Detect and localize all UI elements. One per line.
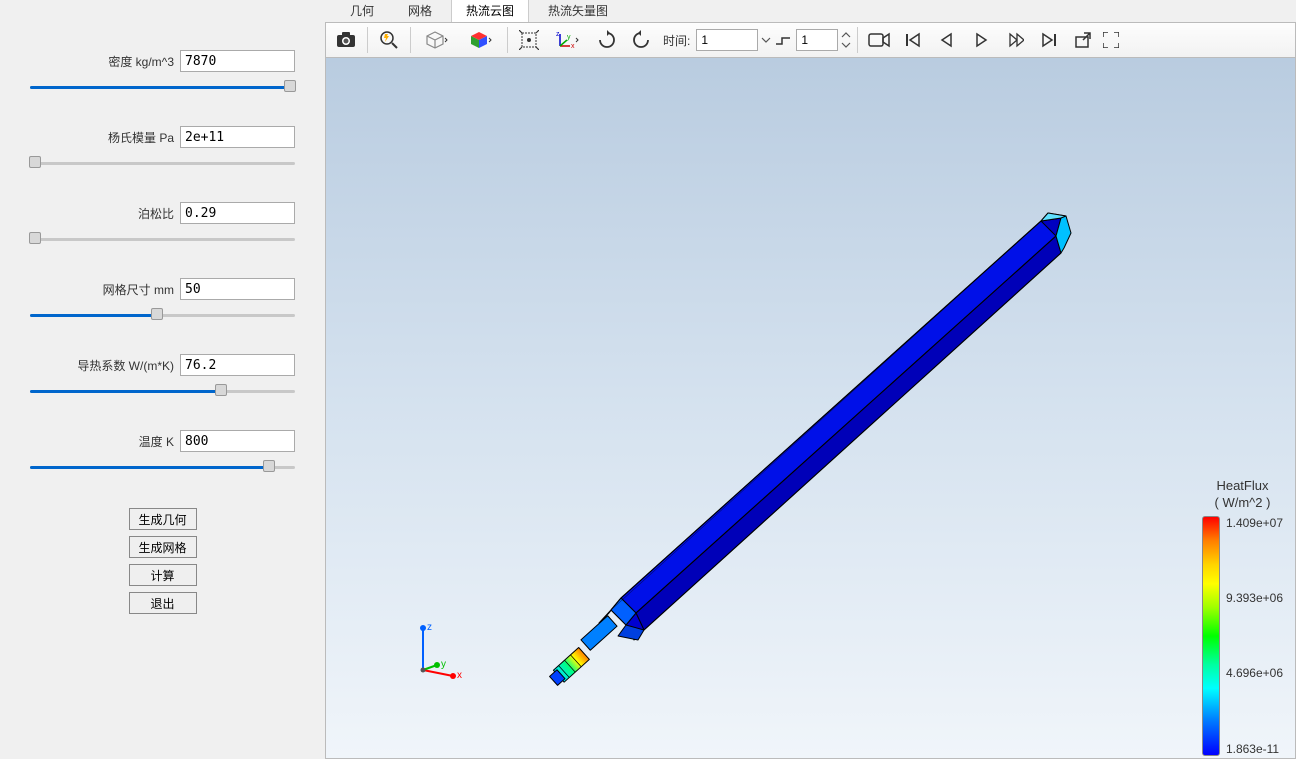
zoom-flash-button[interactable] [373, 25, 405, 55]
3d-viewport[interactable]: xy z HeatFlux ( W/m^2 ) 1.409e+07 9.393e+0… [325, 58, 1296, 759]
svg-text:z: z [427, 622, 432, 633]
legend-tick-3: 1.863e-11 [1226, 742, 1283, 756]
svg-text:y: y [567, 34, 571, 41]
render-style-button[interactable] [460, 25, 502, 55]
main-panel: 几何网格热流云图热流矢量图 xzy 时间: [325, 0, 1296, 759]
color-legend: HeatFlux ( W/m^2 ) 1.409e+07 9.393e+06 4.6… [1202, 478, 1283, 756]
properties-sidebar: 密度 kg/m^3 杨氏模量 Pa 泊松比 网格尺寸 mm 导热系数 W/(m*… [0, 0, 325, 759]
compute-button[interactable]: 计算 [129, 564, 197, 586]
next-frame-button[interactable] [999, 25, 1031, 55]
first-frame-button[interactable] [897, 25, 929, 55]
param-label-2: 泊松比 [138, 205, 174, 222]
transparency-button[interactable] [416, 25, 458, 55]
param-label-1: 杨氏模量 Pa [108, 129, 174, 146]
param-label-3: 网格尺寸 mm [103, 281, 174, 298]
legend-tick-1: 9.393e+06 [1226, 591, 1283, 605]
exit-button[interactable]: 退出 [129, 592, 197, 614]
step-icon [774, 30, 794, 50]
param-label-4: 导热系数 W/(m*K) [77, 357, 174, 374]
tab-3[interactable]: 热流矢量图 [533, 0, 623, 22]
param-input-0[interactable] [180, 50, 295, 72]
svg-text:x: x [571, 43, 575, 50]
legend-colorbar [1202, 516, 1220, 756]
orientation-triad: xy z [411, 622, 471, 682]
param-label-5: 温度 K [139, 433, 174, 450]
view-tabs: 几何网格热流云图热流矢量图 [325, 0, 1296, 22]
param-input-5[interactable] [180, 430, 295, 452]
rotate-cw-button[interactable] [591, 25, 623, 55]
screenshot-button[interactable] [330, 25, 362, 55]
spinner-arrows-icon[interactable] [840, 29, 852, 51]
tab-2[interactable]: 热流云图 [451, 0, 529, 22]
tab-0[interactable]: 几何 [335, 0, 389, 22]
fullscreen-button[interactable] [1101, 25, 1121, 55]
legend-tick-0: 1.409e+07 [1226, 516, 1283, 530]
time-dropdown-arrow-icon[interactable] [760, 29, 772, 51]
svg-text:x: x [457, 670, 462, 681]
export-button[interactable] [1067, 25, 1099, 55]
svg-text:y: y [441, 659, 446, 670]
svg-text:z: z [556, 31, 560, 38]
param-slider-1[interactable] [30, 154, 295, 174]
param-slider-0[interactable] [30, 78, 295, 98]
heatflux-model [326, 58, 1296, 758]
param-slider-5[interactable] [30, 458, 295, 478]
param-slider-2[interactable] [30, 230, 295, 250]
param-input-1[interactable] [180, 126, 295, 148]
legend-title-2: ( W/m^2 ) [1215, 495, 1271, 510]
legend-tick-2: 4.696e+06 [1226, 666, 1283, 680]
step-spinner[interactable] [796, 29, 838, 51]
time-dropdown[interactable] [696, 29, 758, 51]
generate-mesh-button[interactable]: 生成网格 [129, 536, 197, 558]
viewport-toolbar: x zy 时间: [325, 22, 1296, 58]
param-slider-4[interactable] [30, 382, 295, 402]
rotate-ccw-button[interactable] [625, 25, 657, 55]
time-label: 时间: [663, 32, 690, 49]
action-buttons: 生成几何 生成网格 计算 退出 [30, 508, 295, 614]
last-frame-button[interactable] [1033, 25, 1065, 55]
record-button[interactable] [863, 25, 895, 55]
tab-1[interactable]: 网格 [393, 0, 447, 22]
param-input-3[interactable] [180, 278, 295, 300]
generate-geometry-button[interactable]: 生成几何 [129, 508, 197, 530]
prev-frame-button[interactable] [931, 25, 963, 55]
param-input-4[interactable] [180, 354, 295, 376]
param-label-0: 密度 kg/m^3 [108, 53, 174, 70]
param-input-2[interactable] [180, 202, 295, 224]
play-button[interactable] [965, 25, 997, 55]
legend-title-1: HeatFlux [1216, 478, 1268, 493]
param-slider-3[interactable] [30, 306, 295, 326]
zoom-extents-button[interactable] [513, 25, 545, 55]
orient-view-button[interactable]: x zy [547, 25, 589, 55]
